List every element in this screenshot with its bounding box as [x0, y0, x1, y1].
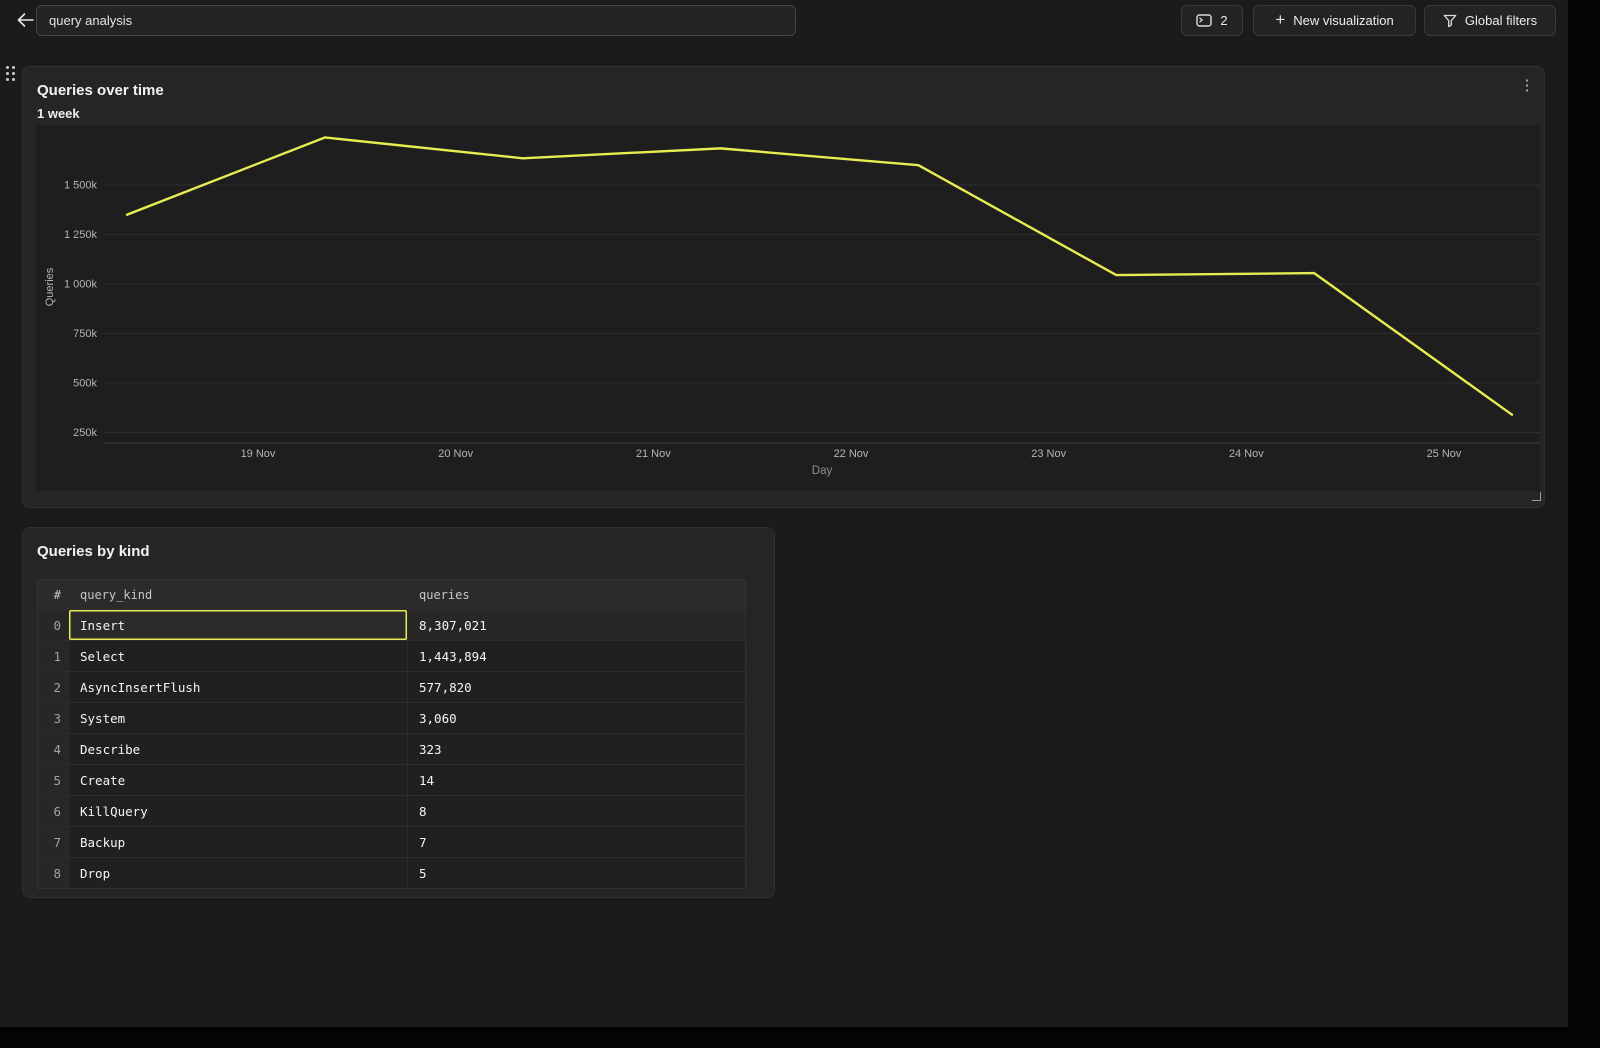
- table-row: 0 Insert 8,307,021: [38, 609, 745, 640]
- new-visualization-label: New visualization: [1293, 13, 1394, 28]
- svg-text:Queries: Queries: [44, 267, 56, 306]
- table-row: 1 Select 1,443,894: [38, 640, 745, 671]
- table-row: 3 System 3,060: [38, 702, 745, 733]
- panel-drag-handle-icon[interactable]: [6, 66, 20, 84]
- kebab-menu-icon[interactable]: ⋮: [1516, 75, 1538, 97]
- back-button[interactable]: [12, 8, 38, 34]
- cell-query-kind[interactable]: KillQuery: [69, 796, 408, 826]
- console-window-icon: [1196, 14, 1213, 27]
- header-query-kind: query_kind: [69, 580, 408, 609]
- tab-count: 2: [1220, 13, 1228, 28]
- svg-text:22 Nov: 22 Nov: [834, 448, 869, 460]
- global-filters-label: Global filters: [1464, 13, 1538, 28]
- cell-query-kind[interactable]: Insert: [69, 610, 408, 640]
- table-row: 4 Describe 323: [38, 733, 745, 764]
- cell-query-kind[interactable]: Describe: [69, 734, 408, 764]
- chart-plot-area: 250k 500k 750k 1 000k 1 250k 1 500k 19 Nov 20 N…: [36, 125, 1540, 491]
- table-header-row: # query_kind queries: [38, 580, 745, 609]
- dashboard-content: 2 + New visualization Global filters Que…: [0, 0, 1568, 1027]
- plus-icon: +: [1275, 9, 1286, 29]
- header-queries: queries: [419, 587, 470, 602]
- svg-text:250k: 250k: [73, 427, 97, 439]
- table-body: 0 Insert 8,307,021 1 Select 1,443,894 2 AsyncIn…: [38, 609, 745, 888]
- funnel-icon: [1443, 14, 1457, 28]
- chart-title: Queries over time: [37, 82, 164, 99]
- svg-text:750k: 750k: [73, 328, 97, 340]
- svg-text:21 Nov: 21 Nov: [636, 448, 671, 460]
- table-row: 6 KillQuery 8: [38, 795, 745, 826]
- cell-index[interactable]: 6: [38, 796, 69, 826]
- cell-index[interactable]: 1: [38, 641, 69, 671]
- cell-queries[interactable]: 577,820: [419, 679, 472, 695]
- svg-text:24 Nov: 24 Nov: [1229, 448, 1264, 460]
- cell-queries[interactable]: 323: [419, 741, 442, 757]
- dashboard-name-input[interactable]: [36, 5, 796, 36]
- queries-line-chart[interactable]: 250k 500k 750k 1 000k 1 250k 1 500k 19 Nov 20 N…: [36, 125, 1540, 491]
- cell-queries[interactable]: 5: [419, 865, 427, 881]
- svg-text:Day: Day: [812, 465, 833, 477]
- svg-text:1 000k: 1 000k: [64, 279, 98, 291]
- cell-queries[interactable]: 14: [419, 772, 435, 788]
- new-visualization-button[interactable]: + New visualization: [1253, 5, 1416, 36]
- queries-by-kind-table: # query_kind queries 0 Insert 8,307,021 1 Se…: [37, 579, 746, 889]
- chart-subtitle: 1 week: [37, 106, 80, 121]
- table-row: 2 AsyncInsertFlush 577,820: [38, 671, 745, 702]
- cell-query-kind[interactable]: Select: [69, 641, 408, 671]
- header-index: #: [38, 580, 69, 609]
- cell-index[interactable]: 7: [38, 827, 69, 857]
- cell-query-kind[interactable]: System: [69, 703, 408, 733]
- table-title: Queries by kind: [37, 543, 150, 560]
- svg-text:1 500k: 1 500k: [64, 180, 98, 192]
- arrow-left-icon: [17, 12, 34, 30]
- cell-queries[interactable]: 7: [419, 834, 427, 850]
- cell-index[interactable]: 8: [38, 858, 69, 888]
- svg-text:1 250k: 1 250k: [64, 229, 98, 241]
- cell-index[interactable]: 4: [38, 734, 69, 764]
- global-filters-button[interactable]: Global filters: [1424, 5, 1556, 36]
- cell-query-kind[interactable]: AsyncInsertFlush: [69, 672, 408, 702]
- svg-text:25 Nov: 25 Nov: [1427, 448, 1462, 460]
- svg-text:20 Nov: 20 Nov: [438, 448, 473, 460]
- table-row: 8 Drop 5: [38, 857, 745, 888]
- cell-queries[interactable]: 1,443,894: [419, 648, 487, 664]
- cell-index[interactable]: 2: [38, 672, 69, 702]
- svg-text:23 Nov: 23 Nov: [1031, 448, 1066, 460]
- corner-resize-icon[interactable]: [1532, 492, 1541, 501]
- table-row: 7 Backup 7: [38, 826, 745, 857]
- cell-queries[interactable]: 3,060: [419, 710, 457, 726]
- cell-query-kind[interactable]: Create: [69, 765, 408, 795]
- queries-over-time-panel: Queries over time 1 week ⋮ 250k 500k 750k 1…: [22, 66, 1545, 508]
- table-row: 5 Create 14: [38, 764, 745, 795]
- cell-query-kind[interactable]: Backup: [69, 827, 408, 857]
- cell-index[interactable]: 0: [38, 610, 69, 640]
- cell-queries[interactable]: 8,307,021: [419, 617, 487, 633]
- console-tabs-button[interactable]: 2: [1181, 5, 1243, 36]
- svg-text:500k: 500k: [73, 378, 97, 390]
- cell-index[interactable]: 5: [38, 765, 69, 795]
- cell-query-kind[interactable]: Drop: [69, 858, 408, 888]
- cell-index[interactable]: 3: [38, 703, 69, 733]
- queries-by-kind-panel: Queries by kind # query_kind queries 0 In…: [22, 527, 775, 898]
- cell-queries[interactable]: 8: [419, 803, 427, 819]
- svg-text:19 Nov: 19 Nov: [241, 448, 276, 460]
